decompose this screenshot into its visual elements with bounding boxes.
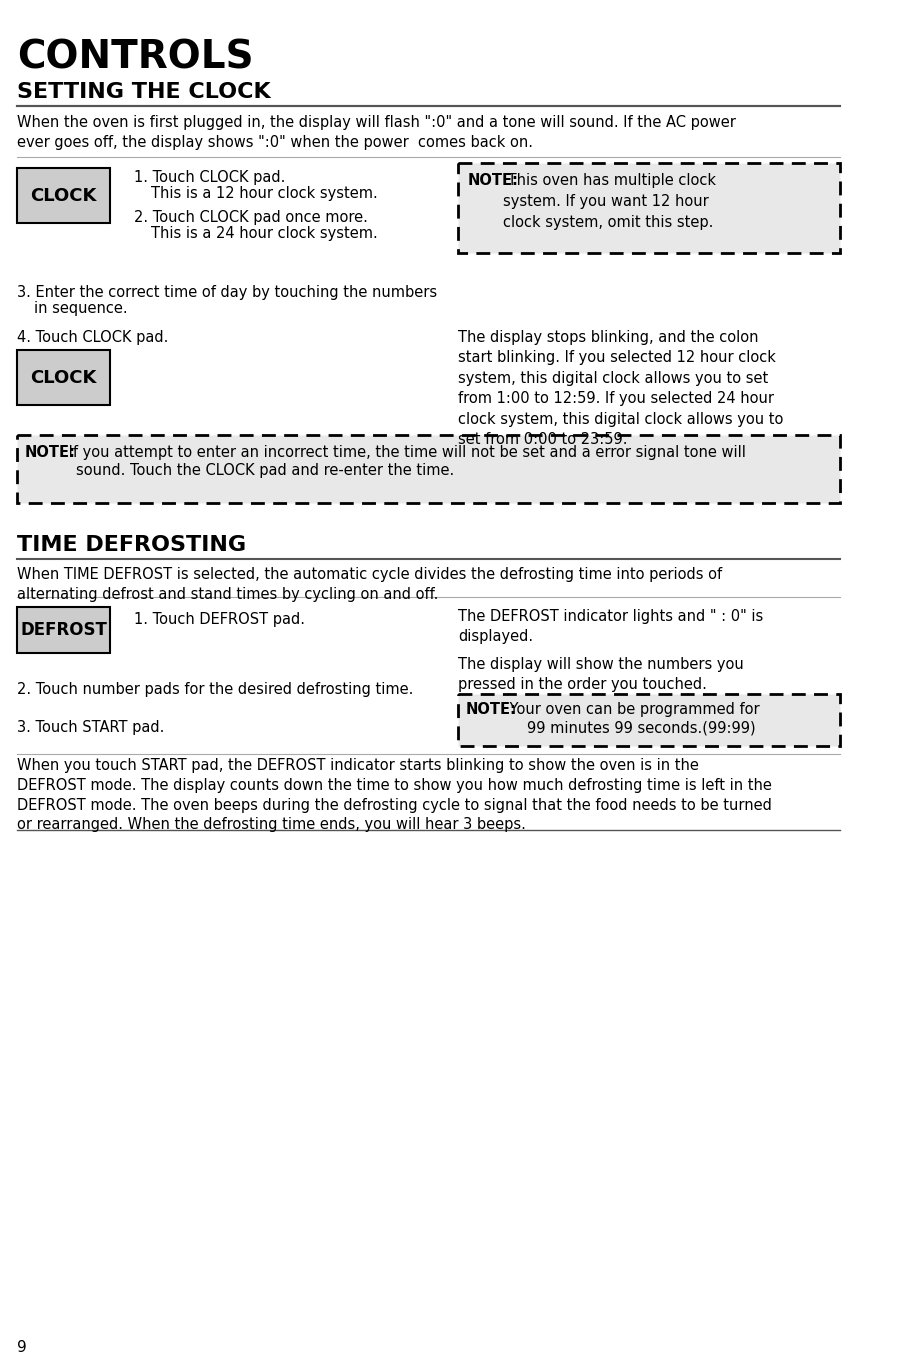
Text: NOTE:: NOTE: [466,703,517,718]
FancyBboxPatch shape [459,694,840,746]
Text: 3. Enter the correct time of day by touching the numbers: 3. Enter the correct time of day by touc… [16,284,437,299]
Text: CLOCK: CLOCK [30,186,97,205]
Text: 99 minutes 99 seconds.(99:99): 99 minutes 99 seconds.(99:99) [527,720,756,735]
Text: SETTING THE CLOCK: SETTING THE CLOCK [16,82,270,103]
FancyBboxPatch shape [16,350,111,405]
Text: 2. Touch number pads for the desired defrosting time.: 2. Touch number pads for the desired def… [16,682,413,697]
Text: CONTROLS: CONTROLS [16,38,254,77]
Text: NOTE:: NOTE: [468,174,518,189]
Text: When TIME DEFROST is selected, the automatic cycle divides the defrosting time i: When TIME DEFROST is selected, the autom… [16,567,722,601]
Text: 1. Touch CLOCK pad.: 1. Touch CLOCK pad. [134,170,285,185]
Text: This is a 24 hour clock system.: This is a 24 hour clock system. [150,226,377,241]
Text: 4. Touch CLOCK pad.: 4. Touch CLOCK pad. [16,329,169,344]
Text: 3. Touch START pad.: 3. Touch START pad. [16,720,164,735]
Text: Your oven can be programmed for: Your oven can be programmed for [506,703,760,718]
Text: CLOCK: CLOCK [30,369,97,387]
Text: 2. Touch CLOCK pad once more.: 2. Touch CLOCK pad once more. [134,211,367,226]
Text: The display will show the numbers you
pressed in the order you touched.: The display will show the numbers you pr… [459,658,744,692]
Text: The DEFROST indicator lights and " : 0" is
displayed.: The DEFROST indicator lights and " : 0" … [459,610,764,644]
Text: 1. Touch DEFROST pad.: 1. Touch DEFROST pad. [134,612,305,627]
Text: 9: 9 [16,1340,27,1355]
Text: sound. Touch the CLOCK pad and re-enter the time.: sound. Touch the CLOCK pad and re-enter … [76,463,454,478]
FancyBboxPatch shape [16,435,840,503]
Text: The display stops blinking, and the colon
start blinking. If you selected 12 hou: The display stops blinking, and the colo… [459,329,784,447]
Text: When the oven is first plugged in, the display will flash ":0" and a tone will s: When the oven is first plugged in, the d… [16,115,736,150]
FancyBboxPatch shape [459,163,840,253]
Text: DEFROST: DEFROST [20,621,107,638]
Text: This oven has multiple clock
system. If you want 12 hour
clock system, omit this: This oven has multiple clock system. If … [504,174,716,230]
Text: in sequence.: in sequence. [34,301,127,316]
Text: TIME DEFROSTING: TIME DEFROSTING [16,534,246,555]
Text: If you attempt to enter an incorrect time, the time will not be set and a error : If you attempt to enter an incorrect tim… [63,446,746,461]
Text: This is a 12 hour clock system.: This is a 12 hour clock system. [150,186,377,201]
FancyBboxPatch shape [16,168,111,223]
FancyBboxPatch shape [16,607,111,653]
Text: NOTE:: NOTE: [25,446,75,461]
Text: When you touch START pad, the DEFROST indicator starts blinking to show the oven: When you touch START pad, the DEFROST in… [16,757,771,833]
